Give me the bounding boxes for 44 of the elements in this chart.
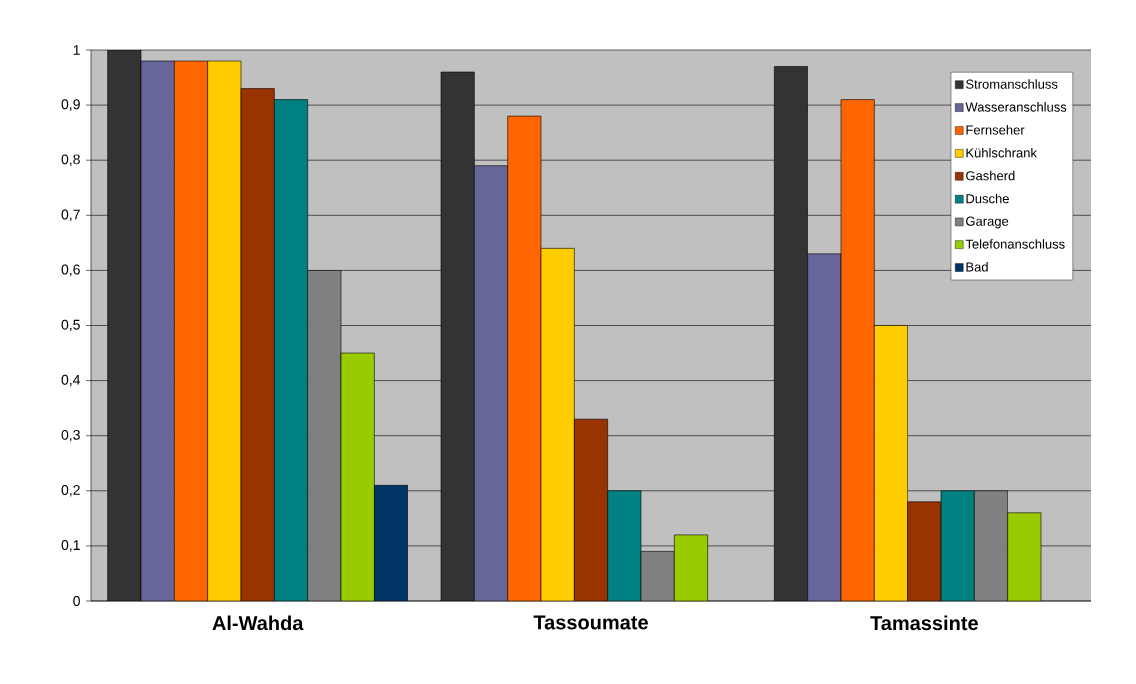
y-tick-label: 0,3 [61,429,80,442]
bar [140,60,175,601]
y-tick-label: 0,5 [61,319,80,332]
x-tick-label: Tassoumate [533,615,648,630]
x-tick-label: Al-Wahda [212,615,304,631]
bar [274,99,308,601]
y-tick-label: 0 [73,596,80,606]
bar [174,60,208,601]
y-tick-label: 0,6 [61,264,80,277]
bar [807,253,842,601]
y-tick-label: 0,1 [61,540,80,552]
bar [874,325,908,601]
y-tick-label: 0,4 [61,374,81,387]
legend-label: Fernseher [966,125,1025,135]
x-tick-label: Tamassinte [870,615,978,631]
bar [307,270,342,601]
bar [574,418,608,601]
bar [1007,512,1042,601]
bar [240,88,275,601]
legend-label: Bad [966,262,988,272]
legend-label: Gasherd [966,170,1015,181]
legend-label: Kühlschrank [966,147,1037,158]
bar [507,115,542,601]
legend-label: Dusche [966,193,1009,204]
y-tick-label: 0,8 [61,154,80,166]
bar [940,490,975,601]
bar [340,352,375,601]
y-tick-label: 0,7 [61,209,80,222]
y-tick-label: 1 [73,45,80,55]
y-tick-label: 0,2 [61,485,80,497]
legend-label: Telefonanschluss [965,239,1065,249]
legend-label: Wasseranschluss [965,102,1067,112]
bar [207,60,242,601]
bar [540,248,575,601]
legend-label: Stromanschluss [966,79,1058,89]
bar [974,490,1008,601]
bar [640,551,675,601]
bar [607,490,642,601]
bar [840,99,875,601]
bar [474,165,508,601]
y-tick-label: 0,9 [61,99,80,111]
bar [907,501,942,601]
legend-label: Garage [966,216,1009,229]
bar [674,534,708,601]
